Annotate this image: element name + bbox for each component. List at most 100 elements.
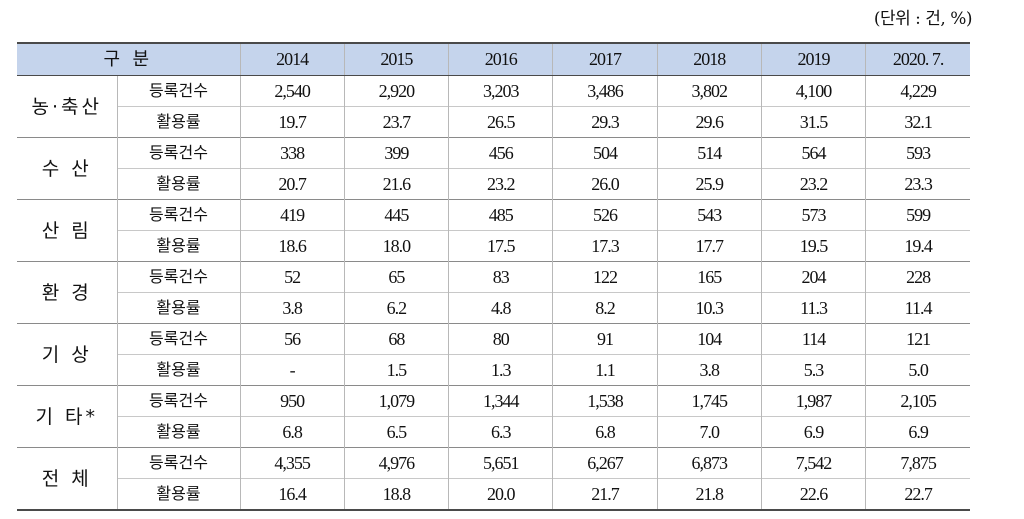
- value-cell: 26.0: [553, 169, 657, 200]
- value-cell: 83: [449, 262, 553, 293]
- value-cell: 485: [449, 200, 553, 231]
- value-cell: 68: [344, 324, 448, 355]
- value-cell: 17.5: [449, 231, 553, 262]
- header-year: 2017: [553, 43, 657, 76]
- value-cell: 543: [657, 200, 761, 231]
- value-cell: 6,873: [657, 448, 761, 479]
- value-cell: 18.6: [240, 231, 344, 262]
- value-cell: 22.7: [866, 479, 970, 511]
- value-cell: 204: [761, 262, 865, 293]
- header-year: 2014: [240, 43, 344, 76]
- table-row: 활용률 16.4 18.8 20.0 21.7 21.8 22.6 22.7: [17, 479, 970, 511]
- table-row: 기 타* 등록건수 950 1,079 1,344 1,538 1,745 1,987 2,10…: [17, 386, 970, 417]
- category-label: 수 산: [17, 138, 117, 200]
- value-cell: 10.3: [657, 293, 761, 324]
- value-cell: 3.8: [240, 293, 344, 324]
- value-cell: 20.0: [449, 479, 553, 511]
- header-category: 구 분: [17, 43, 240, 76]
- category-label: 농·축산: [17, 76, 117, 138]
- value-cell: 2,105: [866, 386, 970, 417]
- value-cell: 445: [344, 200, 448, 231]
- value-cell: 6.2: [344, 293, 448, 324]
- value-cell: 6.3: [449, 417, 553, 448]
- value-cell: 32.1: [866, 107, 970, 138]
- header-year: 2019: [761, 43, 865, 76]
- value-cell: 3,486: [553, 76, 657, 107]
- value-cell: 7.0: [657, 417, 761, 448]
- header-year: 2018: [657, 43, 761, 76]
- value-cell: 338: [240, 138, 344, 169]
- value-cell: 91: [553, 324, 657, 355]
- unit-label: (단위 : 건, %): [874, 4, 972, 29]
- table-row: 환 경 등록건수 52 65 83 122 165 204 228: [17, 262, 970, 293]
- value-cell: 4,229: [866, 76, 970, 107]
- value-cell: 18.8: [344, 479, 448, 511]
- value-cell: 29.3: [553, 107, 657, 138]
- category-label: 기 타*: [17, 386, 117, 448]
- value-cell: 2,920: [344, 76, 448, 107]
- value-cell: 121: [866, 324, 970, 355]
- header-year: 2016: [449, 43, 553, 76]
- value-cell: 23.7: [344, 107, 448, 138]
- value-cell: 504: [553, 138, 657, 169]
- value-cell: 11.3: [761, 293, 865, 324]
- value-cell: 2,540: [240, 76, 344, 107]
- metric-label: 활용률: [117, 355, 240, 386]
- value-cell: 19.7: [240, 107, 344, 138]
- value-cell: 19.5: [761, 231, 865, 262]
- value-cell: 29.6: [657, 107, 761, 138]
- metric-label: 등록건수: [117, 200, 240, 231]
- value-cell: 18.0: [344, 231, 448, 262]
- value-cell: 6.8: [240, 417, 344, 448]
- value-cell: 1,745: [657, 386, 761, 417]
- value-cell: 122: [553, 262, 657, 293]
- category-label: 기 상: [17, 324, 117, 386]
- metric-label: 활용률: [117, 479, 240, 511]
- value-cell: 4,100: [761, 76, 865, 107]
- value-cell: 1,079: [344, 386, 448, 417]
- table-row: 활용률 3.8 6.2 4.8 8.2 10.3 11.3 11.4: [17, 293, 970, 324]
- value-cell: 7,542: [761, 448, 865, 479]
- value-cell: 23.2: [761, 169, 865, 200]
- statistics-table: 구 분 2014 2015 2016 2017 2018 2019 2020. …: [17, 42, 970, 511]
- value-cell: 1.3: [449, 355, 553, 386]
- category-label: 환 경: [17, 262, 117, 324]
- value-cell: 3,203: [449, 76, 553, 107]
- value-cell: 3,802: [657, 76, 761, 107]
- value-cell: 399: [344, 138, 448, 169]
- value-cell: 3.8: [657, 355, 761, 386]
- value-cell: -: [240, 355, 344, 386]
- value-cell: 25.9: [657, 169, 761, 200]
- value-cell: 17.3: [553, 231, 657, 262]
- metric-label: 활용률: [117, 417, 240, 448]
- value-cell: 228: [866, 262, 970, 293]
- value-cell: 11.4: [866, 293, 970, 324]
- value-cell: 104: [657, 324, 761, 355]
- value-cell: 26.5: [449, 107, 553, 138]
- value-cell: 599: [866, 200, 970, 231]
- category-label: 전 체: [17, 448, 117, 511]
- value-cell: 4,976: [344, 448, 448, 479]
- value-cell: 950: [240, 386, 344, 417]
- value-cell: 4,355: [240, 448, 344, 479]
- table-row: 활용률 20.7 21.6 23.2 26.0 25.9 23.2 23.3: [17, 169, 970, 200]
- value-cell: 419: [240, 200, 344, 231]
- value-cell: 52: [240, 262, 344, 293]
- value-cell: 65: [344, 262, 448, 293]
- value-cell: 80: [449, 324, 553, 355]
- value-cell: 6.9: [761, 417, 865, 448]
- value-cell: 6.9: [866, 417, 970, 448]
- table-row: 수 산 등록건수 338 399 456 504 514 564 593: [17, 138, 970, 169]
- value-cell: 1,987: [761, 386, 865, 417]
- value-cell: 4.8: [449, 293, 553, 324]
- value-cell: 456: [449, 138, 553, 169]
- value-cell: 23.2: [449, 169, 553, 200]
- value-cell: 6.8: [553, 417, 657, 448]
- table-row: 전 체 등록건수 4,355 4,976 5,651 6,267 6,873 7,542 7,8…: [17, 448, 970, 479]
- value-cell: 21.7: [553, 479, 657, 511]
- value-cell: 56: [240, 324, 344, 355]
- value-cell: 5.3: [761, 355, 865, 386]
- table-body: 농·축산 등록건수 2,540 2,920 3,203 3,486 3,802 4,100 4,…: [17, 76, 970, 511]
- table-row: 활용률 -1.5 1.3 1.1 3.8 5.3 5.0: [17, 355, 970, 386]
- metric-label: 활용률: [117, 293, 240, 324]
